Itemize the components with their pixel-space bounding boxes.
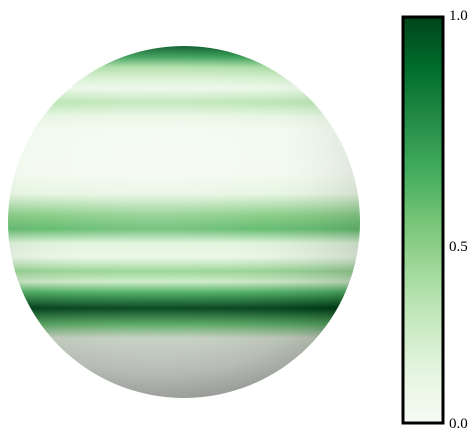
sphere <box>8 46 360 398</box>
colorbar-tick-max: 1.0 <box>449 8 468 24</box>
colorbar-gradient <box>403 17 443 423</box>
colorbar-tick-mid: 0.5 <box>449 239 468 255</box>
colorbar <box>401 15 445 425</box>
colorbar-tick-min: 0.0 <box>449 416 468 432</box>
sphere-bottom-shadow <box>8 46 360 398</box>
colorbar-frame <box>401 15 445 425</box>
